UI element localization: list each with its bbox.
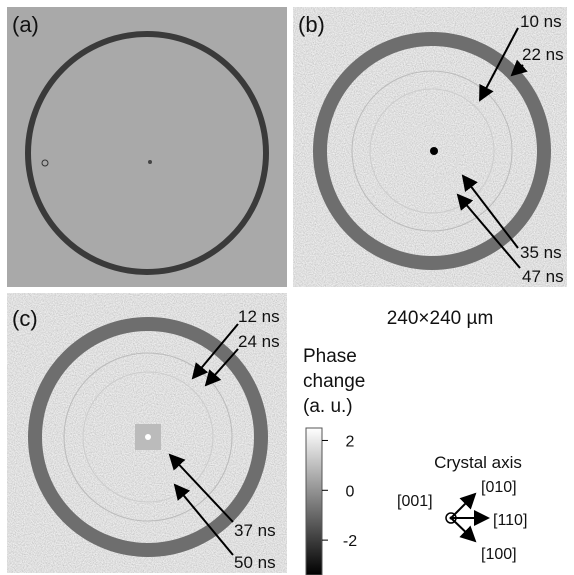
panel-label: (a): [12, 12, 39, 37]
colorbar: [306, 428, 322, 575]
axis-label: [110]: [493, 512, 527, 529]
colorbar-tick-label: 0: [346, 483, 355, 500]
colorbar-title: change: [303, 371, 365, 392]
crystal-axis-title: Crystal axis: [434, 453, 522, 472]
panel-label: (b): [298, 12, 325, 37]
annotation: 37 ns: [234, 521, 276, 540]
annotation: 10 ns: [520, 12, 562, 31]
colorbar-ticks: 2 0 -2: [322, 433, 357, 550]
axis-label: [100]: [481, 546, 517, 563]
annotation: 22 ns: [522, 45, 564, 64]
panel-b: (b) 10 ns 22 ns 35 ns 47 ns: [293, 7, 567, 287]
colorbar-title: Phase: [303, 346, 357, 367]
scale-label: 240×240 µm: [387, 308, 494, 329]
annotation: 47 ns: [522, 267, 564, 286]
axis-label: [001]: [397, 493, 433, 510]
figure: (a) (b) 10 ns 22 ns 35 ns 47 ns (c) 12 n…: [0, 0, 574, 575]
crystal-axis-diagram: [446, 494, 488, 541]
panel-c: (c) 12 ns 24 ns 37 ns 50 ns: [7, 293, 287, 573]
panel-a: (a): [7, 7, 287, 287]
axis-label: [010]: [481, 479, 517, 496]
panel-label: (c): [12, 306, 38, 331]
colorbar-tick-label: -2: [343, 533, 357, 550]
annotation: 24 ns: [238, 332, 280, 351]
colorbar-tick-label: 2: [346, 433, 355, 450]
colorbar-title: (a. u.): [303, 396, 353, 417]
annotation: 50 ns: [234, 553, 276, 572]
annotation: 12 ns: [238, 307, 280, 326]
annotation: 35 ns: [520, 243, 562, 262]
